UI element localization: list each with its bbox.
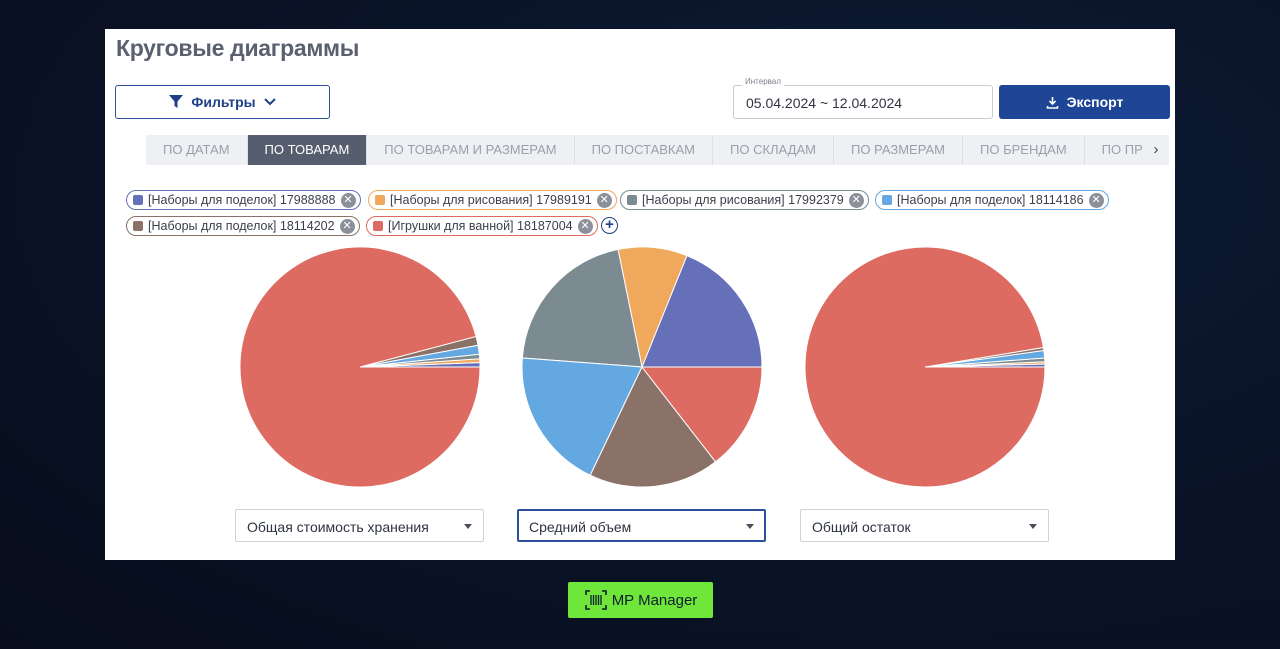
- close-icon[interactable]: ✕: [339, 218, 355, 234]
- chip-label: [Наборы для рисования] 17992379: [642, 193, 844, 207]
- tab-by-dates[interactable]: ПО ДАТАМ: [146, 135, 248, 165]
- brand-badge: MP Manager: [568, 582, 713, 618]
- tab-by-sizes[interactable]: ПО РАЗМЕРАМ: [834, 135, 964, 165]
- color-swatch: [373, 221, 383, 231]
- chip-label: [Наборы для рисования] 17989191: [390, 193, 592, 207]
- barcode-logo-icon: [584, 590, 607, 610]
- select-value: Общая стоимость хранения: [247, 519, 429, 535]
- close-icon[interactable]: ✕: [577, 218, 593, 234]
- brand-label: MP Manager: [611, 591, 698, 609]
- select-value: Общий остаток: [812, 519, 911, 535]
- select-value: Средний объем: [529, 519, 632, 535]
- color-swatch: [375, 195, 385, 205]
- tab-by-warehouses[interactable]: ПО СКЛАДАМ: [713, 135, 834, 165]
- metric-select-average-volume[interactable]: Средний объем: [517, 509, 766, 542]
- pie-slice[interactable]: [804, 246, 1046, 488]
- chip-label: [Игрушки для ванной] 18187004: [388, 219, 573, 233]
- pie-chart-average-volume: [521, 246, 763, 488]
- tab-by-products[interactable]: ПО ТОВАРАМ: [247, 135, 368, 165]
- add-product-icon[interactable]: +: [601, 217, 618, 234]
- product-chip: [Наборы для рисования] 17989191 ✕: [368, 190, 617, 210]
- pie-slice[interactable]: [641, 255, 763, 368]
- color-swatch: [882, 195, 892, 205]
- pie-chart-total-stock: [804, 246, 1046, 488]
- chip-label: [Наборы для поделок] 18114186: [897, 193, 1084, 207]
- pie-slice[interactable]: [521, 248, 643, 368]
- chevron-down-icon: [263, 98, 276, 106]
- close-icon[interactable]: ✕: [848, 192, 864, 208]
- export-label: Экспорт: [1066, 94, 1124, 110]
- chip-label: [Наборы для поделок] 18114202: [148, 219, 335, 233]
- pie-slice[interactable]: [640, 366, 763, 463]
- filter-icon: [169, 95, 184, 108]
- product-chip: [Наборы для рисования] 17992379 ✕: [620, 190, 869, 210]
- interval-field[interactable]: Интервал 05.04.2024 ~ 12.04.2024: [733, 77, 993, 119]
- pie-slice[interactable]: [521, 357, 643, 476]
- download-icon: [1046, 96, 1058, 109]
- tab-bar: ПО ДАТАМ ПО ТОВАРАМ ПО ТОВАРАМ И РАЗМЕРА…: [146, 135, 1169, 165]
- caret-down-icon: [464, 524, 472, 529]
- caret-down-icon: [1029, 524, 1037, 529]
- close-icon[interactable]: ✕: [340, 192, 356, 208]
- tab-by-supplies[interactable]: ПО ПОСТАВКАМ: [575, 135, 713, 165]
- metric-select-storage-cost[interactable]: Общая стоимость хранения: [235, 509, 484, 542]
- product-chip: [Наборы для поделок] 18114202 ✕: [126, 216, 360, 236]
- product-chip: [Наборы для поделок] 18114186 ✕: [875, 190, 1109, 210]
- tab-by-brands[interactable]: ПО БРЕНДАМ: [963, 135, 1085, 165]
- export-button[interactable]: Экспорт: [999, 85, 1170, 119]
- caret-down-icon: [746, 524, 754, 529]
- filters-button[interactable]: Фильтры: [115, 85, 330, 119]
- close-icon[interactable]: ✕: [596, 192, 612, 208]
- interval-value: 05.04.2024 ~ 12.04.2024: [746, 95, 903, 111]
- pie-slice[interactable]: [589, 366, 717, 488]
- close-icon[interactable]: ✕: [1088, 192, 1104, 208]
- interval-label: Интервал: [742, 77, 784, 86]
- color-swatch: [133, 195, 143, 205]
- tab-by-products-sizes[interactable]: ПО ТОВАРАМ И РАЗМЕРАМ: [367, 135, 575, 165]
- product-chip: [Наборы для поделок] 17988888 ✕: [126, 190, 361, 210]
- metric-select-total-stock[interactable]: Общий остаток: [800, 509, 1049, 542]
- product-chip: [Игрушки для ванной] 18187004 ✕: [366, 216, 598, 236]
- page-title: Круговые диаграммы: [116, 35, 360, 61]
- pie-slice[interactable]: [239, 246, 481, 488]
- chip-label: [Наборы для поделок] 17988888: [148, 193, 336, 207]
- color-swatch: [627, 195, 637, 205]
- pie-charts-panel: Круговые диаграммы Фильтры Интервал 05.0…: [105, 29, 1175, 560]
- chevron-right-icon[interactable]: ›: [1143, 135, 1169, 165]
- pie-chart-storage-cost: [239, 246, 481, 488]
- color-swatch: [133, 221, 143, 231]
- filters-label: Фильтры: [191, 94, 256, 110]
